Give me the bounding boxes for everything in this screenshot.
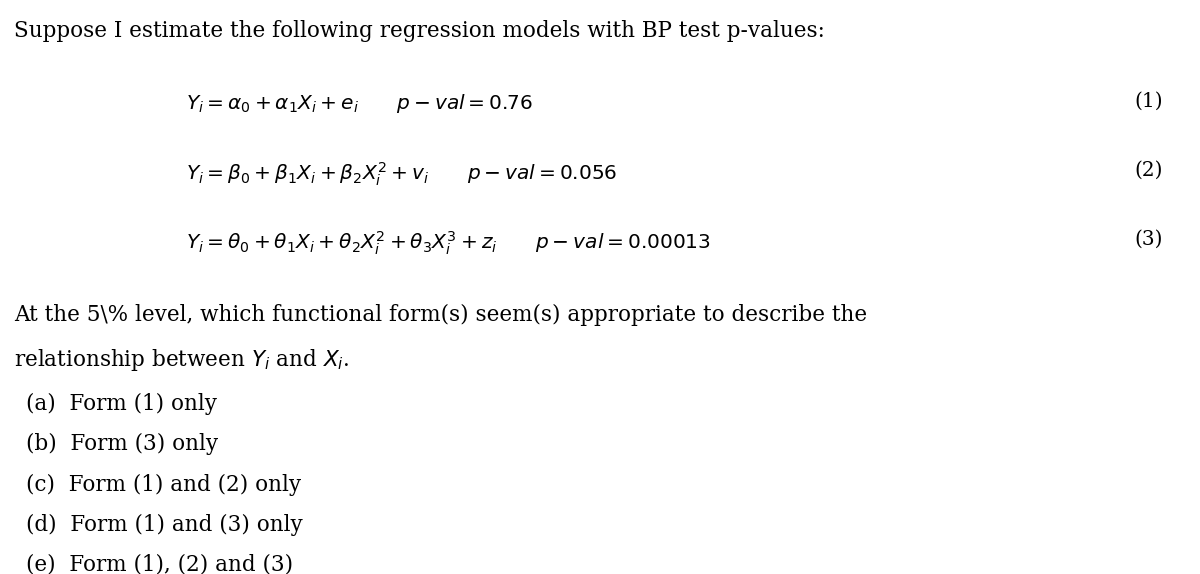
Text: (e)  Form (1), (2) and (3): (e) Form (1), (2) and (3) — [26, 554, 294, 574]
Text: (3): (3) — [1134, 230, 1163, 249]
Text: relationship between $Y_i$ and $X_i$.: relationship between $Y_i$ and $X_i$. — [14, 347, 349, 373]
Text: At the 5\% level, which functional form(s) seem(s) appropriate to describe the: At the 5\% level, which functional form(… — [14, 304, 868, 326]
Text: (d)  Form (1) and (3) only: (d) Form (1) and (3) only — [26, 514, 304, 536]
Text: (b)  Form (3) only: (b) Form (3) only — [26, 433, 218, 455]
Text: (2): (2) — [1134, 161, 1163, 180]
Text: (c)  Form (1) and (2) only: (c) Form (1) and (2) only — [26, 474, 301, 495]
Text: $Y_i = \beta_0 + \beta_1 X_i + \beta_2 X_i^2 + v_i \qquad p - val = 0.056$: $Y_i = \beta_0 + \beta_1 X_i + \beta_2 X… — [186, 161, 618, 188]
Text: (1): (1) — [1134, 92, 1163, 111]
Text: (a)  Form (1) only: (a) Form (1) only — [26, 393, 217, 415]
Text: $Y_i = \theta_0 + \theta_1 X_i + \theta_2 X_i^2 + \theta_3 X_i^3 + z_i \qquad p : $Y_i = \theta_0 + \theta_1 X_i + \theta_… — [186, 230, 710, 257]
Text: $Y_i = \alpha_0 + \alpha_1 X_i + e_i \qquad p - val = 0.76$: $Y_i = \alpha_0 + \alpha_1 X_i + e_i \qq… — [186, 92, 533, 115]
Text: Suppose I estimate the following regression models with BP test p-values:: Suppose I estimate the following regress… — [14, 20, 826, 42]
